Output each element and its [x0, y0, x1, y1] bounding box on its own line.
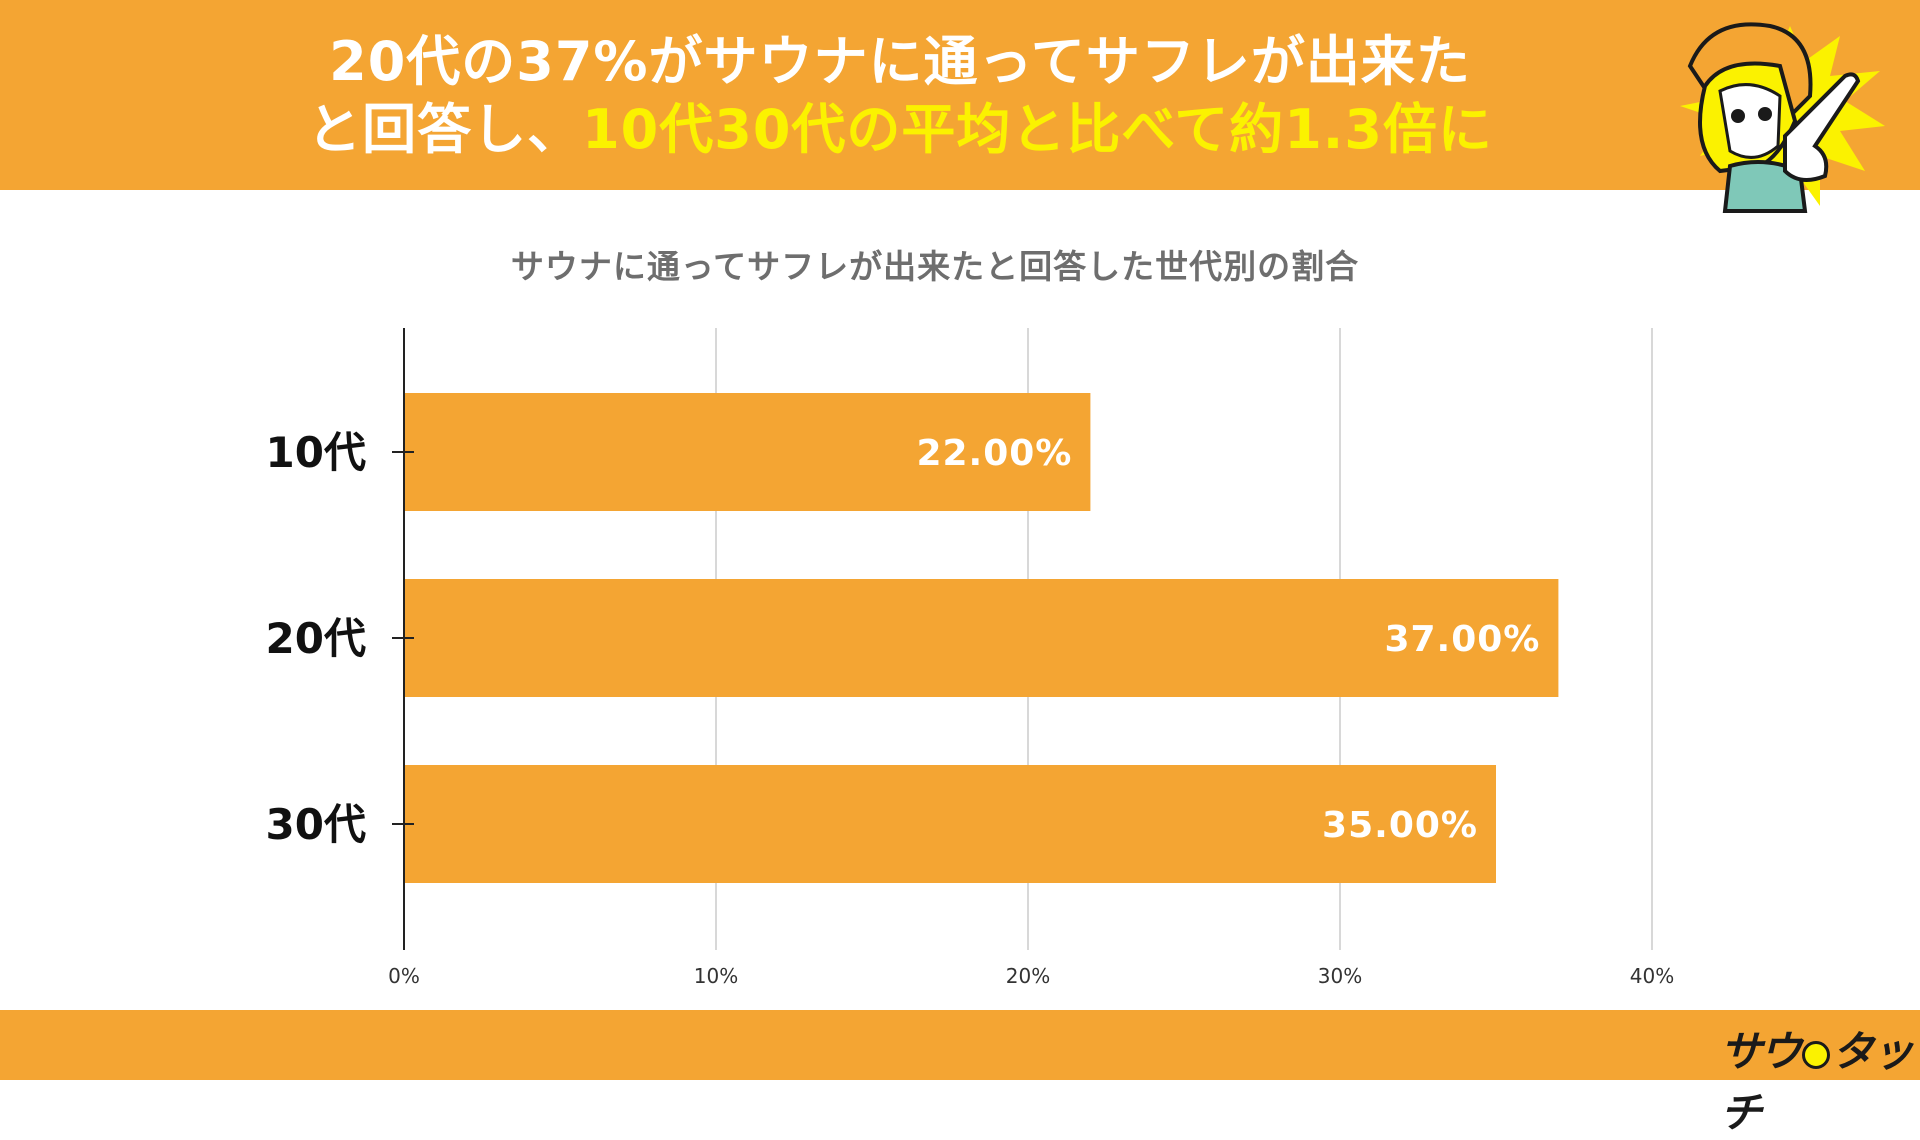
headline-line-1: 20代の37%がサウナに通ってサフレが出来た [329, 30, 1471, 93]
category-label: 10代 [266, 428, 366, 477]
left-eye [1731, 109, 1745, 123]
data-label: 35.00% [1322, 805, 1478, 846]
x-tick-label: 20% [1006, 964, 1050, 988]
body [1722, 160, 1808, 213]
headline-line-2-start: と回答し、 [307, 98, 583, 161]
sautouch-logo: サウ タッチ [1720, 1018, 1920, 1137]
bar-chart: 0% 10% 20% 30% 40% 22.00% 10代 37.00% 20代 35.00% 30… [266, 328, 1674, 988]
face [1718, 83, 1782, 159]
x-tick-label: 40% [1630, 964, 1674, 988]
x-tick-label: 10% [694, 964, 738, 988]
headline-line-2: と回答し、10代30代の平均と比べて約1.3倍に [200, 96, 1600, 164]
bar [404, 393, 1091, 511]
right-eye [1758, 107, 1772, 121]
data-label: 22.00% [916, 433, 1072, 474]
category-label: 20代 [266, 614, 366, 663]
x-tick-label: 30% [1318, 964, 1362, 988]
headline-line-2-highlight: 10代30代の平均と比べて約1.3倍に [582, 98, 1493, 161]
data-label: 37.00% [1384, 619, 1540, 660]
pointing-hand [1783, 72, 1861, 182]
logo-sauna-hat-icon [1802, 1040, 1831, 1069]
category-label: 30代 [266, 800, 366, 849]
chart-title: サウナに通ってサフレが出来たと回答した世代別の割合 [510, 247, 1360, 286]
top-banner [0, 0, 1920, 190]
headline: 20代の37%がサウナに通ってサフレが出来た と回答し、10代30代の平均と比べ… [200, 28, 1600, 164]
logo-text-start: サウ [1720, 1027, 1802, 1076]
mascot-illustration [1680, 22, 1885, 213]
x-tick-label: 0% [388, 964, 420, 988]
bar [404, 765, 1496, 883]
bar [404, 579, 1559, 697]
bottom-banner [0, 1010, 1920, 1080]
